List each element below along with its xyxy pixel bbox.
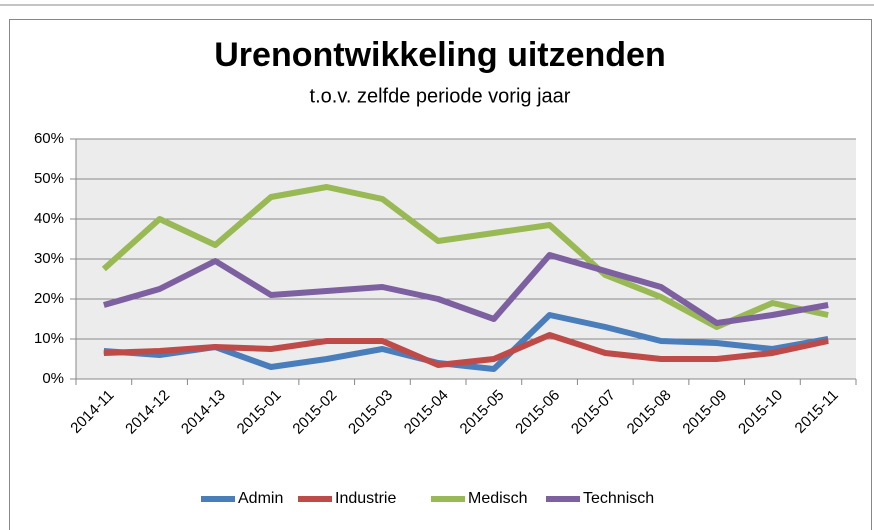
y-tick-label: 50%: [34, 170, 64, 187]
series-line: [103, 252, 829, 326]
legend-label: Medisch: [468, 490, 528, 507]
legend-label: Admin: [238, 490, 283, 507]
y-tick-label: 10%: [34, 330, 64, 347]
y-tick-label: 60%: [34, 130, 64, 147]
legend-label: Industrie: [335, 490, 396, 507]
chart-title: Urenontwikkeling uitzenden: [214, 36, 665, 74]
legend-label: Technisch: [583, 490, 654, 507]
y-tick-label: 40%: [34, 210, 64, 227]
series-line: [103, 332, 829, 368]
chart-subtitle: t.o.v. zelfde periode vorig jaar: [310, 85, 571, 107]
y-tick-label: 0%: [42, 370, 64, 387]
y-tick-label: 30%: [34, 250, 64, 267]
y-tick-label: 20%: [34, 290, 64, 307]
series-line: [101, 184, 829, 330]
